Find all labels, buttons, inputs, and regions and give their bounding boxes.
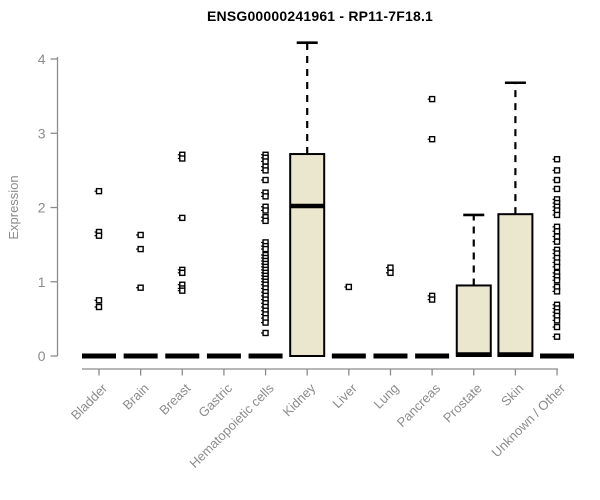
outlier-point-unknown-other	[553, 228, 561, 235]
outlier-point-brain	[137, 284, 144, 291]
category-label-skin: Skin	[498, 381, 526, 409]
collapsed-box-unknown-other	[540, 353, 575, 359]
outlier-point-lung	[387, 264, 394, 271]
collapsed-box-hematopoietic-cells	[248, 353, 283, 359]
outlier-point-bladder	[95, 187, 103, 195]
y-tick-label: 2	[38, 200, 46, 216]
outlier-point-hematopoietic-cells	[262, 167, 269, 174]
outlier-point-hematopoietic-cells	[262, 245, 269, 253]
outlier-point-pancreas	[428, 95, 436, 103]
y-tick-label: 4	[38, 51, 46, 67]
outlier-point-unknown-other	[553, 211, 561, 219]
outlier-point-bladder	[95, 232, 103, 239]
outlier-point-pancreas	[428, 135, 436, 143]
outlier-point-unknown-other	[553, 288, 561, 295]
outlier-point-hematopoietic-cells	[262, 207, 269, 214]
outlier-point-hematopoietic-cells	[262, 319, 269, 326]
category-label-kidney: Kidney	[280, 380, 319, 419]
outlier-point-hematopoietic-cells	[262, 217, 269, 225]
category-label-pancreas: Pancreas	[394, 380, 444, 430]
outlier-point-bladder	[95, 297, 103, 304]
y-tick-label: 1	[38, 274, 46, 290]
outlier-point-unknown-other	[553, 263, 561, 271]
outlier-point-breast	[179, 287, 186, 294]
outlier-point-breast	[179, 155, 186, 162]
category-label-breast: Breast	[156, 380, 193, 417]
outlier-point-breast	[179, 269, 186, 277]
outlier-point-unknown-other	[553, 156, 561, 163]
outlier-point-unknown-other	[553, 317, 561, 324]
outlier-point-unknown-other	[553, 238, 561, 245]
outlier-point-unknown-other	[553, 277, 561, 284]
category-label-prostate: Prostate	[440, 381, 485, 426]
collapsed-box-gastric	[206, 353, 241, 359]
outlier-point-unknown-other	[553, 233, 561, 240]
box-skin	[497, 213, 534, 357]
box-prostate	[455, 284, 492, 357]
collapsed-box-liver	[331, 353, 366, 359]
category-label-liver: Liver	[329, 380, 360, 411]
category-label-unknown-other: Unknown / Other	[489, 380, 569, 460]
outlier-point-hematopoietic-cells	[262, 158, 269, 165]
category-label-brain: Brain	[120, 381, 152, 413]
category-label-lung: Lung	[371, 381, 402, 412]
collapsed-box-bladder	[82, 353, 116, 359]
outlier-point-unknown-other	[553, 323, 561, 331]
outlier-point-hematopoietic-cells	[262, 176, 269, 184]
outlier-point-hematopoietic-cells	[262, 329, 269, 337]
collapsed-box-lung	[373, 353, 408, 359]
outlier-point-unknown-other	[553, 333, 561, 340]
outlier-point-lung	[387, 269, 394, 277]
outlier-point-unknown-other	[553, 167, 561, 174]
collapsed-box-brain	[123, 353, 158, 359]
y-axis-title: Expression	[6, 175, 21, 239]
outlier-point-liver	[345, 283, 353, 291]
y-tick-label: 3	[38, 125, 46, 141]
collapsed-box-pancreas	[415, 353, 450, 359]
category-label-bladder: Bladder	[68, 380, 111, 423]
outlier-point-breast	[179, 214, 186, 222]
collapsed-box-breast	[165, 353, 200, 359]
outlier-point-unknown-other	[553, 176, 561, 184]
outlier-point-pancreas	[428, 296, 436, 303]
outlier-point-brain	[137, 231, 144, 239]
outlier-point-bladder	[95, 303, 103, 311]
chart-title: ENSG00000241961 - RP11-7F18.1	[206, 8, 434, 24]
outlier-point-unknown-other	[553, 185, 561, 193]
outlier-point-hematopoietic-cells	[262, 193, 269, 200]
y-tick-label: 0	[38, 348, 46, 364]
category-label-gastric: Gastric	[195, 380, 235, 420]
box-kidney	[289, 153, 326, 357]
outlier-point-brain	[137, 245, 144, 253]
